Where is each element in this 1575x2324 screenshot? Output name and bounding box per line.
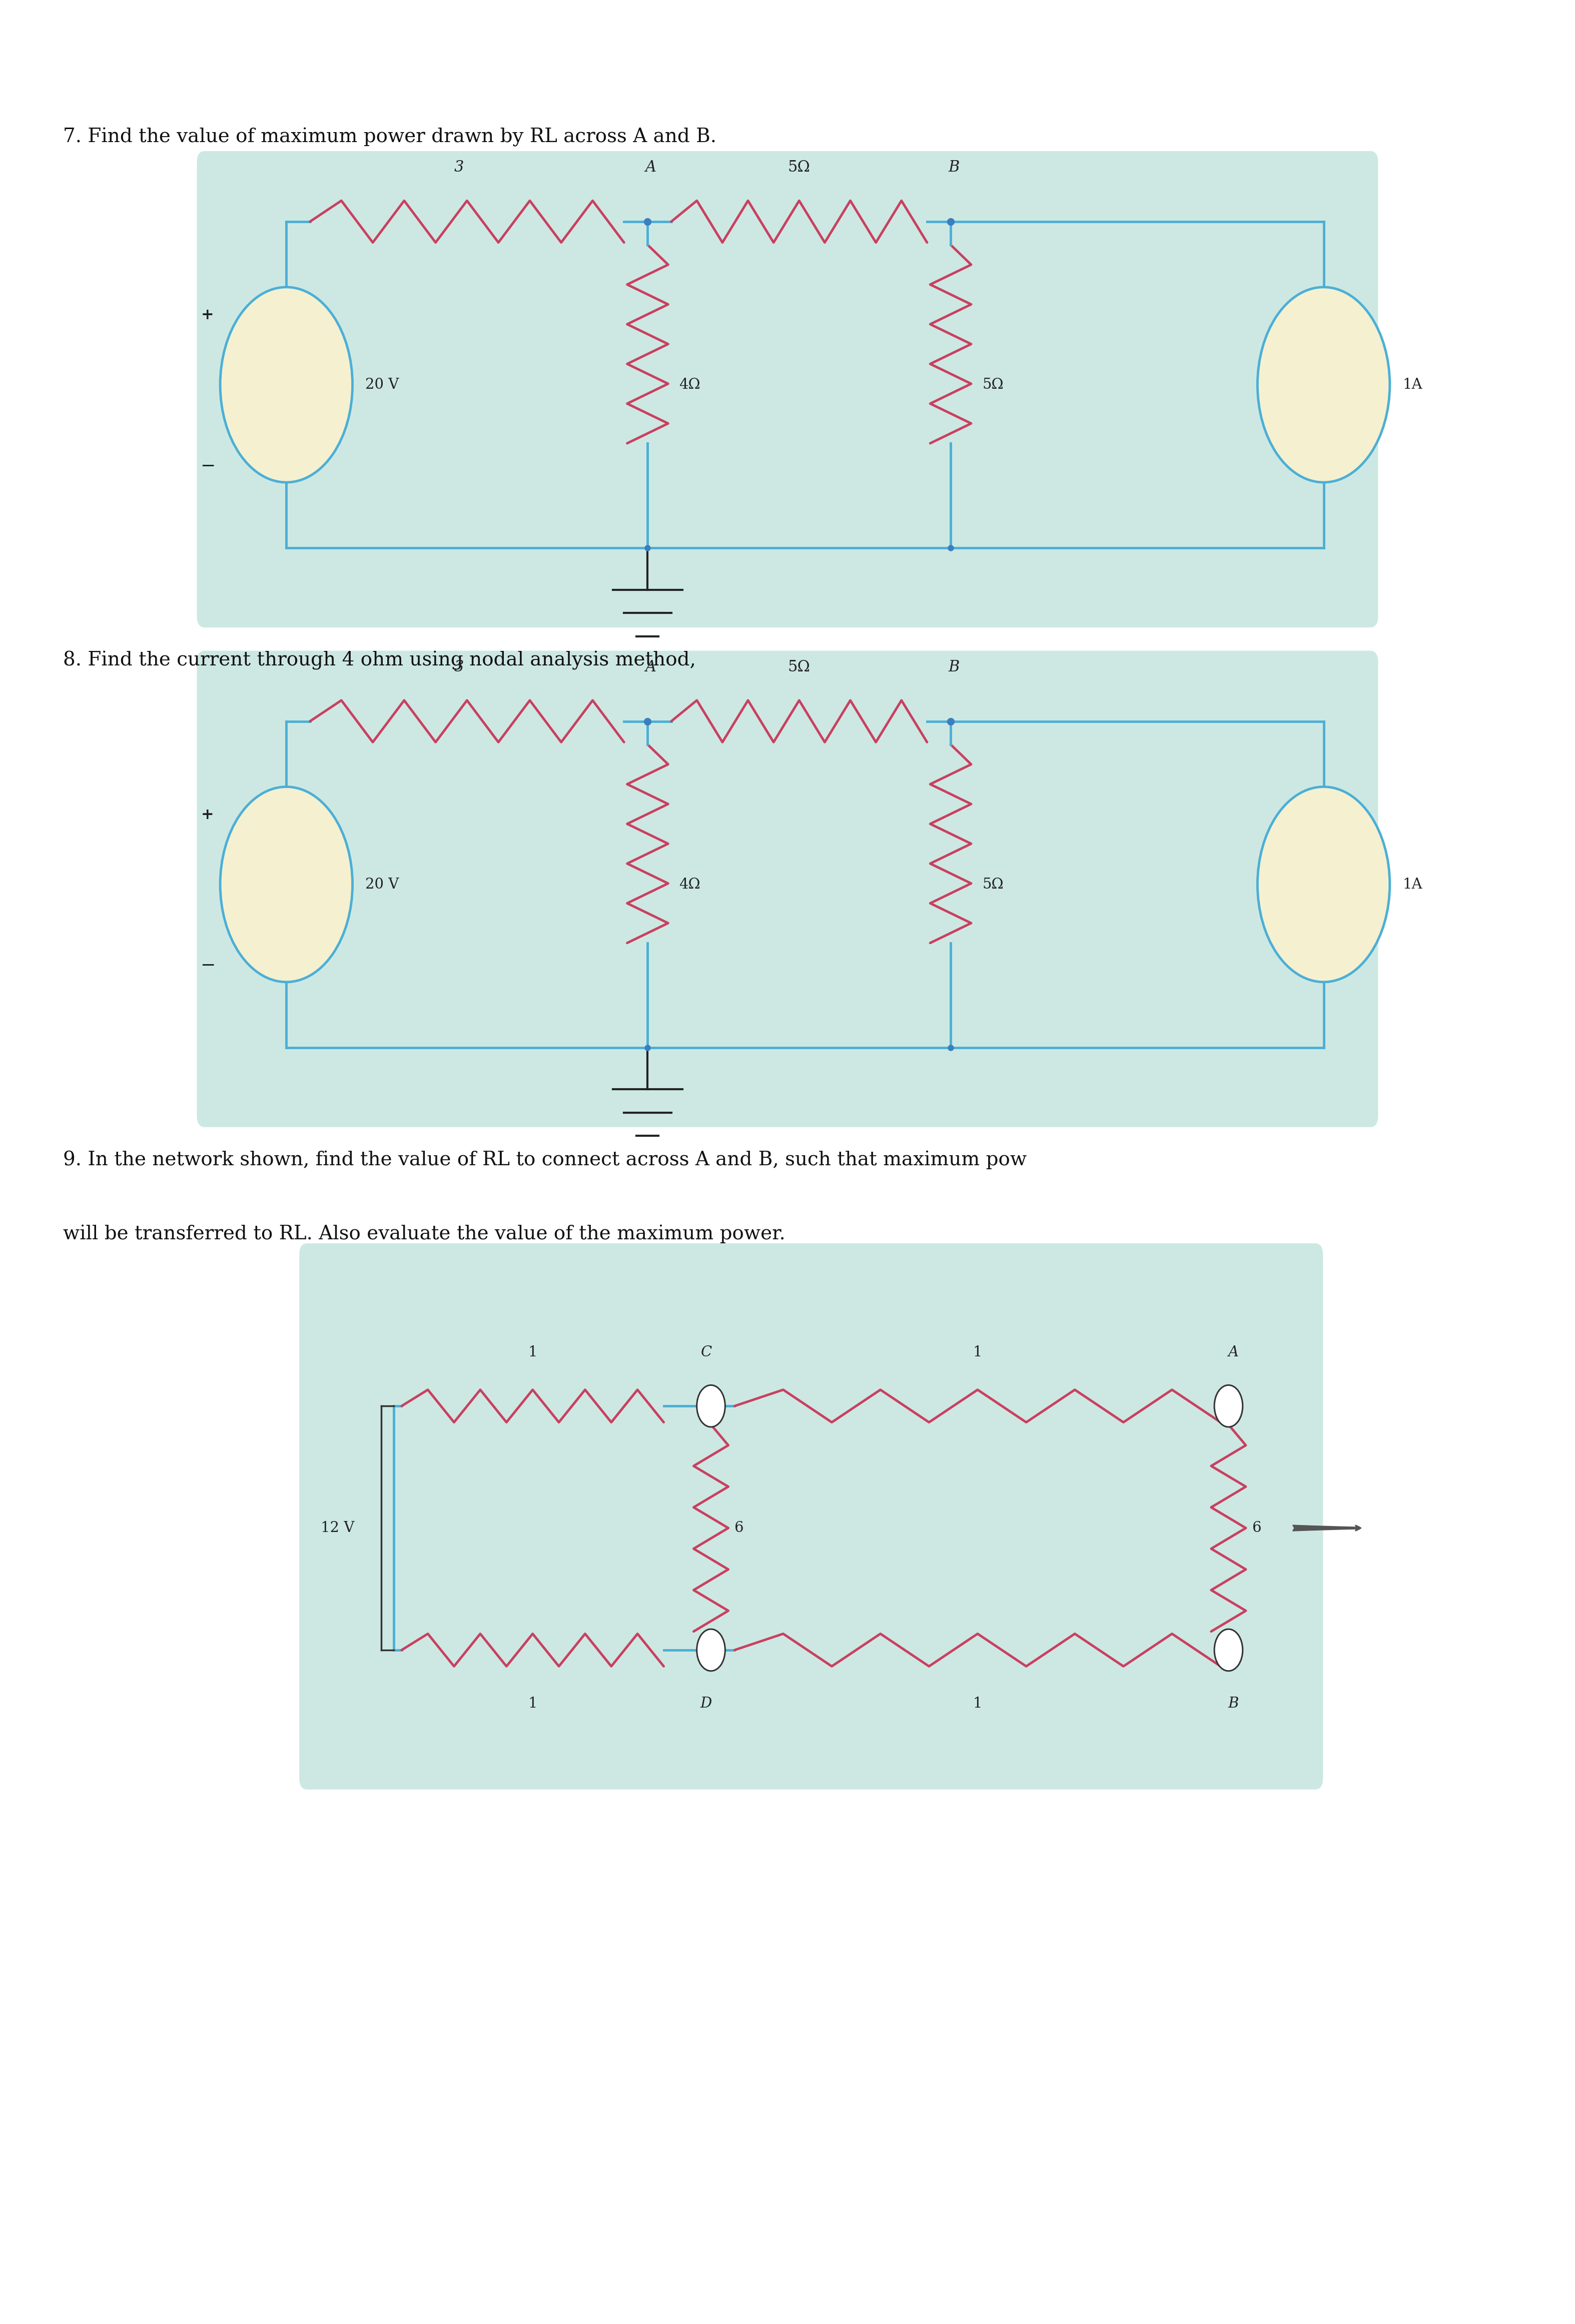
Text: 5Ω: 5Ω [983, 379, 1003, 393]
Circle shape [1257, 288, 1389, 483]
Text: −: − [200, 458, 216, 474]
Text: 5Ω: 5Ω [983, 878, 1003, 892]
Text: D: D [701, 1697, 712, 1710]
Circle shape [696, 1385, 724, 1427]
Text: 7. Find the value of maximum power drawn by RL across A and B.: 7. Find the value of maximum power drawn… [63, 128, 717, 146]
Text: 20 V: 20 V [365, 379, 398, 393]
Circle shape [220, 788, 353, 983]
Text: 9. In the network shown, find the value of RL to connect across A and B, such th: 9. In the network shown, find the value … [63, 1150, 1027, 1169]
Text: B: B [948, 160, 959, 174]
Text: 4Ω: 4Ω [679, 379, 701, 393]
Text: 6: 6 [734, 1520, 743, 1536]
Text: 1A: 1A [1402, 878, 1422, 892]
Circle shape [696, 1629, 724, 1671]
Text: 1: 1 [528, 1346, 537, 1360]
FancyBboxPatch shape [299, 1243, 1323, 1789]
Text: 8. Find the current through 4 ohm using nodal analysis method,: 8. Find the current through 4 ohm using … [63, 651, 696, 669]
Circle shape [1214, 1629, 1243, 1671]
Text: 1: 1 [973, 1346, 983, 1360]
Text: −: − [200, 957, 216, 974]
Text: A: A [646, 160, 657, 174]
Text: +: + [202, 307, 214, 323]
Text: 4Ω: 4Ω [679, 878, 701, 892]
Text: +: + [202, 806, 214, 823]
Text: 1: 1 [528, 1697, 537, 1710]
Text: 1A: 1A [1402, 379, 1422, 393]
Circle shape [1257, 788, 1389, 983]
Text: 5Ω: 5Ω [787, 160, 811, 174]
Text: 3: 3 [454, 660, 465, 674]
Text: B: B [948, 660, 959, 674]
Text: C: C [701, 1346, 712, 1360]
Text: B: B [1228, 1697, 1238, 1710]
Text: 1: 1 [973, 1697, 983, 1710]
Text: 12 V: 12 V [321, 1520, 354, 1536]
Text: 6: 6 [1252, 1520, 1262, 1536]
FancyBboxPatch shape [197, 651, 1378, 1127]
Text: 3: 3 [454, 160, 465, 174]
Text: 5Ω: 5Ω [787, 660, 811, 674]
Text: A: A [1228, 1346, 1238, 1360]
FancyBboxPatch shape [197, 151, 1378, 627]
Circle shape [1214, 1385, 1243, 1427]
Circle shape [220, 288, 353, 483]
Text: A: A [646, 660, 657, 674]
Text: 20 V: 20 V [365, 878, 398, 892]
Text: will be transferred to RL. Also evaluate the value of the maximum power.: will be transferred to RL. Also evaluate… [63, 1225, 786, 1243]
